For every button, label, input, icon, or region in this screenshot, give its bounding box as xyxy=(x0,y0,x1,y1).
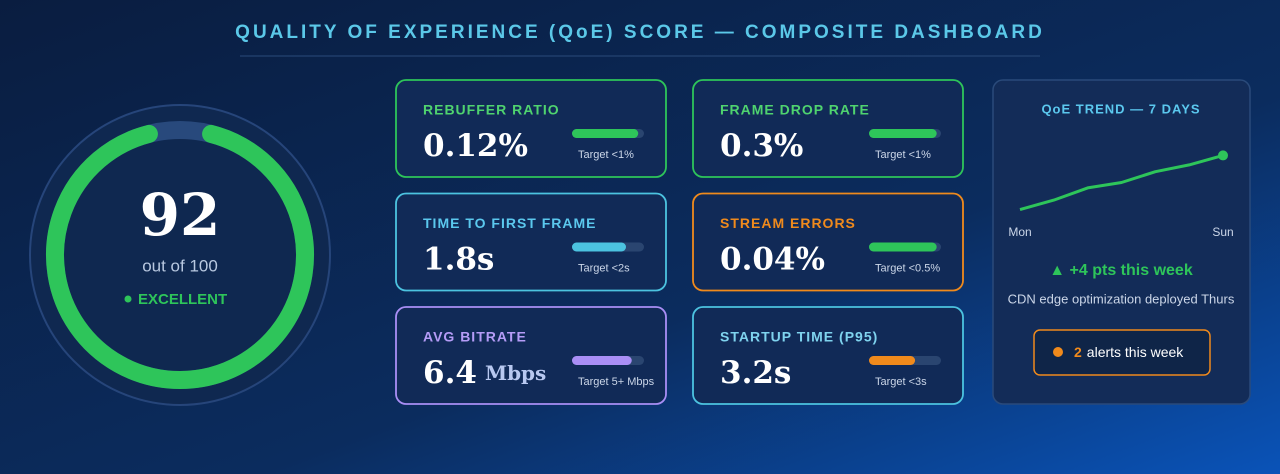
alert-count: 2 xyxy=(1074,344,1082,360)
metric-value: 3.2s xyxy=(720,355,791,391)
trend-title: QoE TREND — 7 DAYS xyxy=(1041,101,1200,116)
metric-target: Target 5+ Mbps xyxy=(578,376,655,388)
metric-number: 3.2s xyxy=(720,355,791,391)
alerts-text: 2 alerts this week xyxy=(1074,344,1184,360)
metric-label: AVG BITRATE xyxy=(423,329,527,345)
metric-target: Target <1% xyxy=(578,149,634,161)
metric-value: 0.12% xyxy=(423,128,528,164)
trend-card xyxy=(992,79,1251,405)
metric-number: 6.4 xyxy=(423,355,477,391)
x-tick-label: Sun xyxy=(1212,225,1233,239)
trend-note: CDN edge optimization deployed Thurs xyxy=(1008,291,1235,306)
metric-label: REBUFFER RATIO xyxy=(423,102,560,118)
metric-value: 1.8s xyxy=(423,241,494,277)
metric-value: 0.3% xyxy=(720,128,803,164)
metric-label: FRAME DROP RATE xyxy=(720,102,870,118)
metric-target: Target <1% xyxy=(875,149,931,161)
metric-value: 0.04% xyxy=(720,241,825,277)
gauge-bg xyxy=(29,104,331,406)
x-tick-label: Mon xyxy=(1008,225,1031,239)
metric-card xyxy=(395,192,667,292)
metric-label: STREAM ERRORS xyxy=(720,215,856,231)
gauge-score: 92 xyxy=(140,181,221,249)
metric-label: TIME TO FIRST FRAME xyxy=(423,215,597,231)
progress-fill xyxy=(572,242,626,252)
gauge-arc xyxy=(46,124,314,389)
metric-card xyxy=(692,306,964,405)
alerts-box xyxy=(1033,329,1211,376)
status-dot xyxy=(124,295,132,303)
alert-label: alerts this week xyxy=(1087,344,1184,360)
metric-number: 0.04% xyxy=(720,241,825,277)
progress-fill xyxy=(869,242,937,252)
metric-value: 6.4 Mbps xyxy=(423,355,546,391)
metric-card xyxy=(692,192,964,292)
metric-card xyxy=(395,79,667,178)
progress-fill xyxy=(572,356,632,365)
metric-label: STARTUP TIME (P95) xyxy=(720,329,878,345)
alert-dot xyxy=(1053,347,1063,357)
gauge-caption: out of 100 xyxy=(142,256,218,275)
metric-target: Target <0.5% xyxy=(875,262,940,274)
progress-fill xyxy=(869,129,937,138)
metric-number: 0.3% xyxy=(720,128,803,164)
metric-card xyxy=(395,306,667,405)
metric-number: 0.12% xyxy=(423,128,528,164)
gauge-status: EXCELLENT xyxy=(138,291,227,308)
metric-number: 1.8s xyxy=(423,241,494,277)
metric-card xyxy=(692,79,964,178)
metric-target: Target <3s xyxy=(875,376,927,388)
trend-change: ▲ +4 pts this week xyxy=(1049,262,1193,279)
trend-line xyxy=(1019,153,1224,212)
metric-target: Target <2s xyxy=(578,262,630,274)
progress-fill xyxy=(572,129,639,138)
progress-fill xyxy=(869,356,916,365)
metric-unit: Mbps xyxy=(485,361,546,385)
title: QUALITY OF EXPERIENCE (QoE) SCORE — COMP… xyxy=(235,22,1045,43)
trend-dot xyxy=(1218,150,1228,161)
